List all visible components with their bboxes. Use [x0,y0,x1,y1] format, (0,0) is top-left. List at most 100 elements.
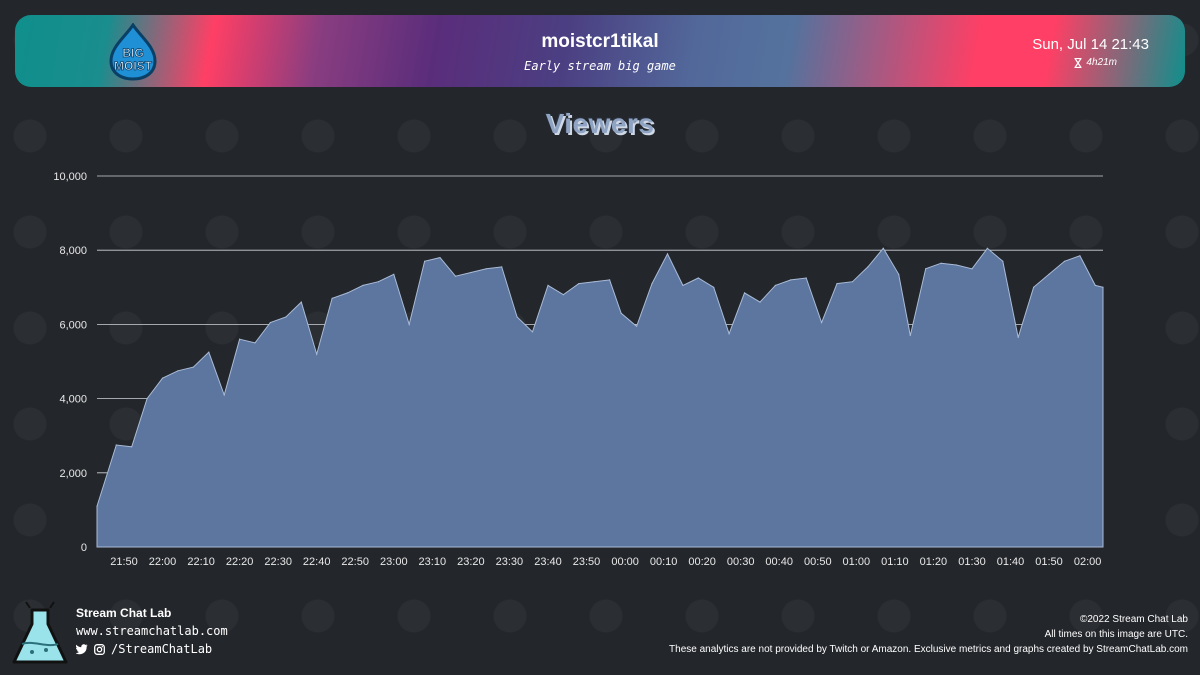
x-tick-label: 22:30 [264,556,292,568]
instagram-icon [94,643,105,655]
data-point [470,271,472,274]
brand-name: Stream Chat Lab [76,606,172,620]
data-point [790,279,792,281]
data-point [285,316,287,318]
data-point [331,297,333,299]
data-point [759,301,761,303]
viewers-chart: 0 2,000 4,000 6,000 8,000 10,000 21:50 22:00 22… [53,171,1104,568]
data-point [1079,255,1081,257]
stream-duration: 4h21m [1074,57,1117,68]
data-point [547,284,549,286]
x-axis: 21:50 22:00 22:10 22:20 22:30 22:40 22:50 23:00… [110,556,1101,568]
data-point [377,281,379,283]
data-point [666,253,669,255]
brand-url[interactable]: www.streamchatlab.com [76,624,228,638]
data-point [867,266,869,268]
data-point [393,273,395,275]
data-point [697,277,699,279]
data-point [208,351,210,353]
data-point [651,283,653,285]
data-point [909,334,911,337]
x-tick-label: 00:00 [611,556,639,568]
stream-subtitle: Early stream big game [524,59,676,73]
data-point [971,268,973,270]
data-point [821,321,823,324]
brand-social[interactable]: /StreamChatLab [76,642,212,656]
data-point [562,294,565,296]
area-layer [96,247,1104,548]
x-tick-label: 22:10 [187,556,215,568]
data-point [1002,260,1004,262]
data-point [898,273,900,275]
data-point [1094,284,1096,286]
data-point [1063,260,1066,262]
x-tick-label: 23:10 [419,556,447,568]
y-tick-label: 6,000 [59,319,87,331]
x-tick-label: 01:10 [881,556,909,568]
x-tick-label: 00:20 [688,556,716,568]
x-tick-label: 22:40 [303,556,331,568]
x-tick-label: 23:50 [573,556,601,568]
data-point [177,370,179,372]
data-point [192,366,194,368]
data-point [454,275,457,277]
duration-text: 4h21m [1086,57,1117,68]
data-point [805,277,807,279]
data-point [146,398,148,400]
x-tick-label: 00:10 [650,556,678,568]
data-point [131,446,133,448]
x-tick-label: 23:20 [457,556,485,568]
y-tick-label: 2,000 [59,468,87,480]
data-point [223,394,225,396]
data-point [239,338,241,340]
data-point [986,247,989,249]
data-point [836,283,838,285]
data-point [501,266,503,268]
x-tick-label: 01:40 [997,556,1025,568]
data-point [485,268,487,270]
y-axis: 0 2,000 4,000 6,000 8,000 10,000 [53,171,87,554]
data-point [115,444,117,446]
data-point [161,377,164,379]
channel-name: moistcr1tikal [541,31,659,52]
twitter-icon [76,643,88,654]
y-tick-label: 0 [81,542,87,554]
data-point [439,257,441,259]
x-tick-label: 22:20 [226,556,254,568]
data-point [774,284,777,286]
data-point [96,505,98,507]
data-point [316,353,318,355]
data-point [851,281,854,283]
data-point [1033,286,1035,288]
channel-logo-icon: BIG MOIST [109,23,157,81]
x-tick-label: 23:40 [534,556,562,568]
copyright: ©2022 Stream Chat Lab [1080,614,1188,625]
x-tick-label: 01:30 [958,556,986,568]
data-point [1048,273,1050,275]
data-point [531,331,534,333]
data-point [1102,286,1104,288]
data-point [269,321,271,324]
logo-text-top: BIG [122,46,143,60]
x-tick-label: 00:50 [804,556,832,568]
x-tick-label: 01:00 [843,556,871,568]
data-point [346,292,349,294]
hourglass-icon [1074,57,1082,68]
x-tick-label: 01:50 [1035,556,1063,568]
data-point [955,264,958,266]
x-tick-label: 00:30 [727,556,755,568]
data-point [728,333,730,335]
data-point [408,323,410,325]
y-tick-label: 8,000 [59,245,87,257]
data-point [636,325,638,327]
data-point [578,283,580,285]
logo-text-bottom: MOIST [114,59,153,73]
data-point [1017,336,1019,338]
x-tick-label: 23:30 [496,556,524,568]
x-tick-label: 21:50 [110,556,138,568]
stream-chat-lab-logo-icon [12,601,68,664]
data-point [882,247,884,249]
x-tick-label: 02:00 [1074,556,1102,568]
data-point [713,286,715,288]
data-point [940,262,942,264]
